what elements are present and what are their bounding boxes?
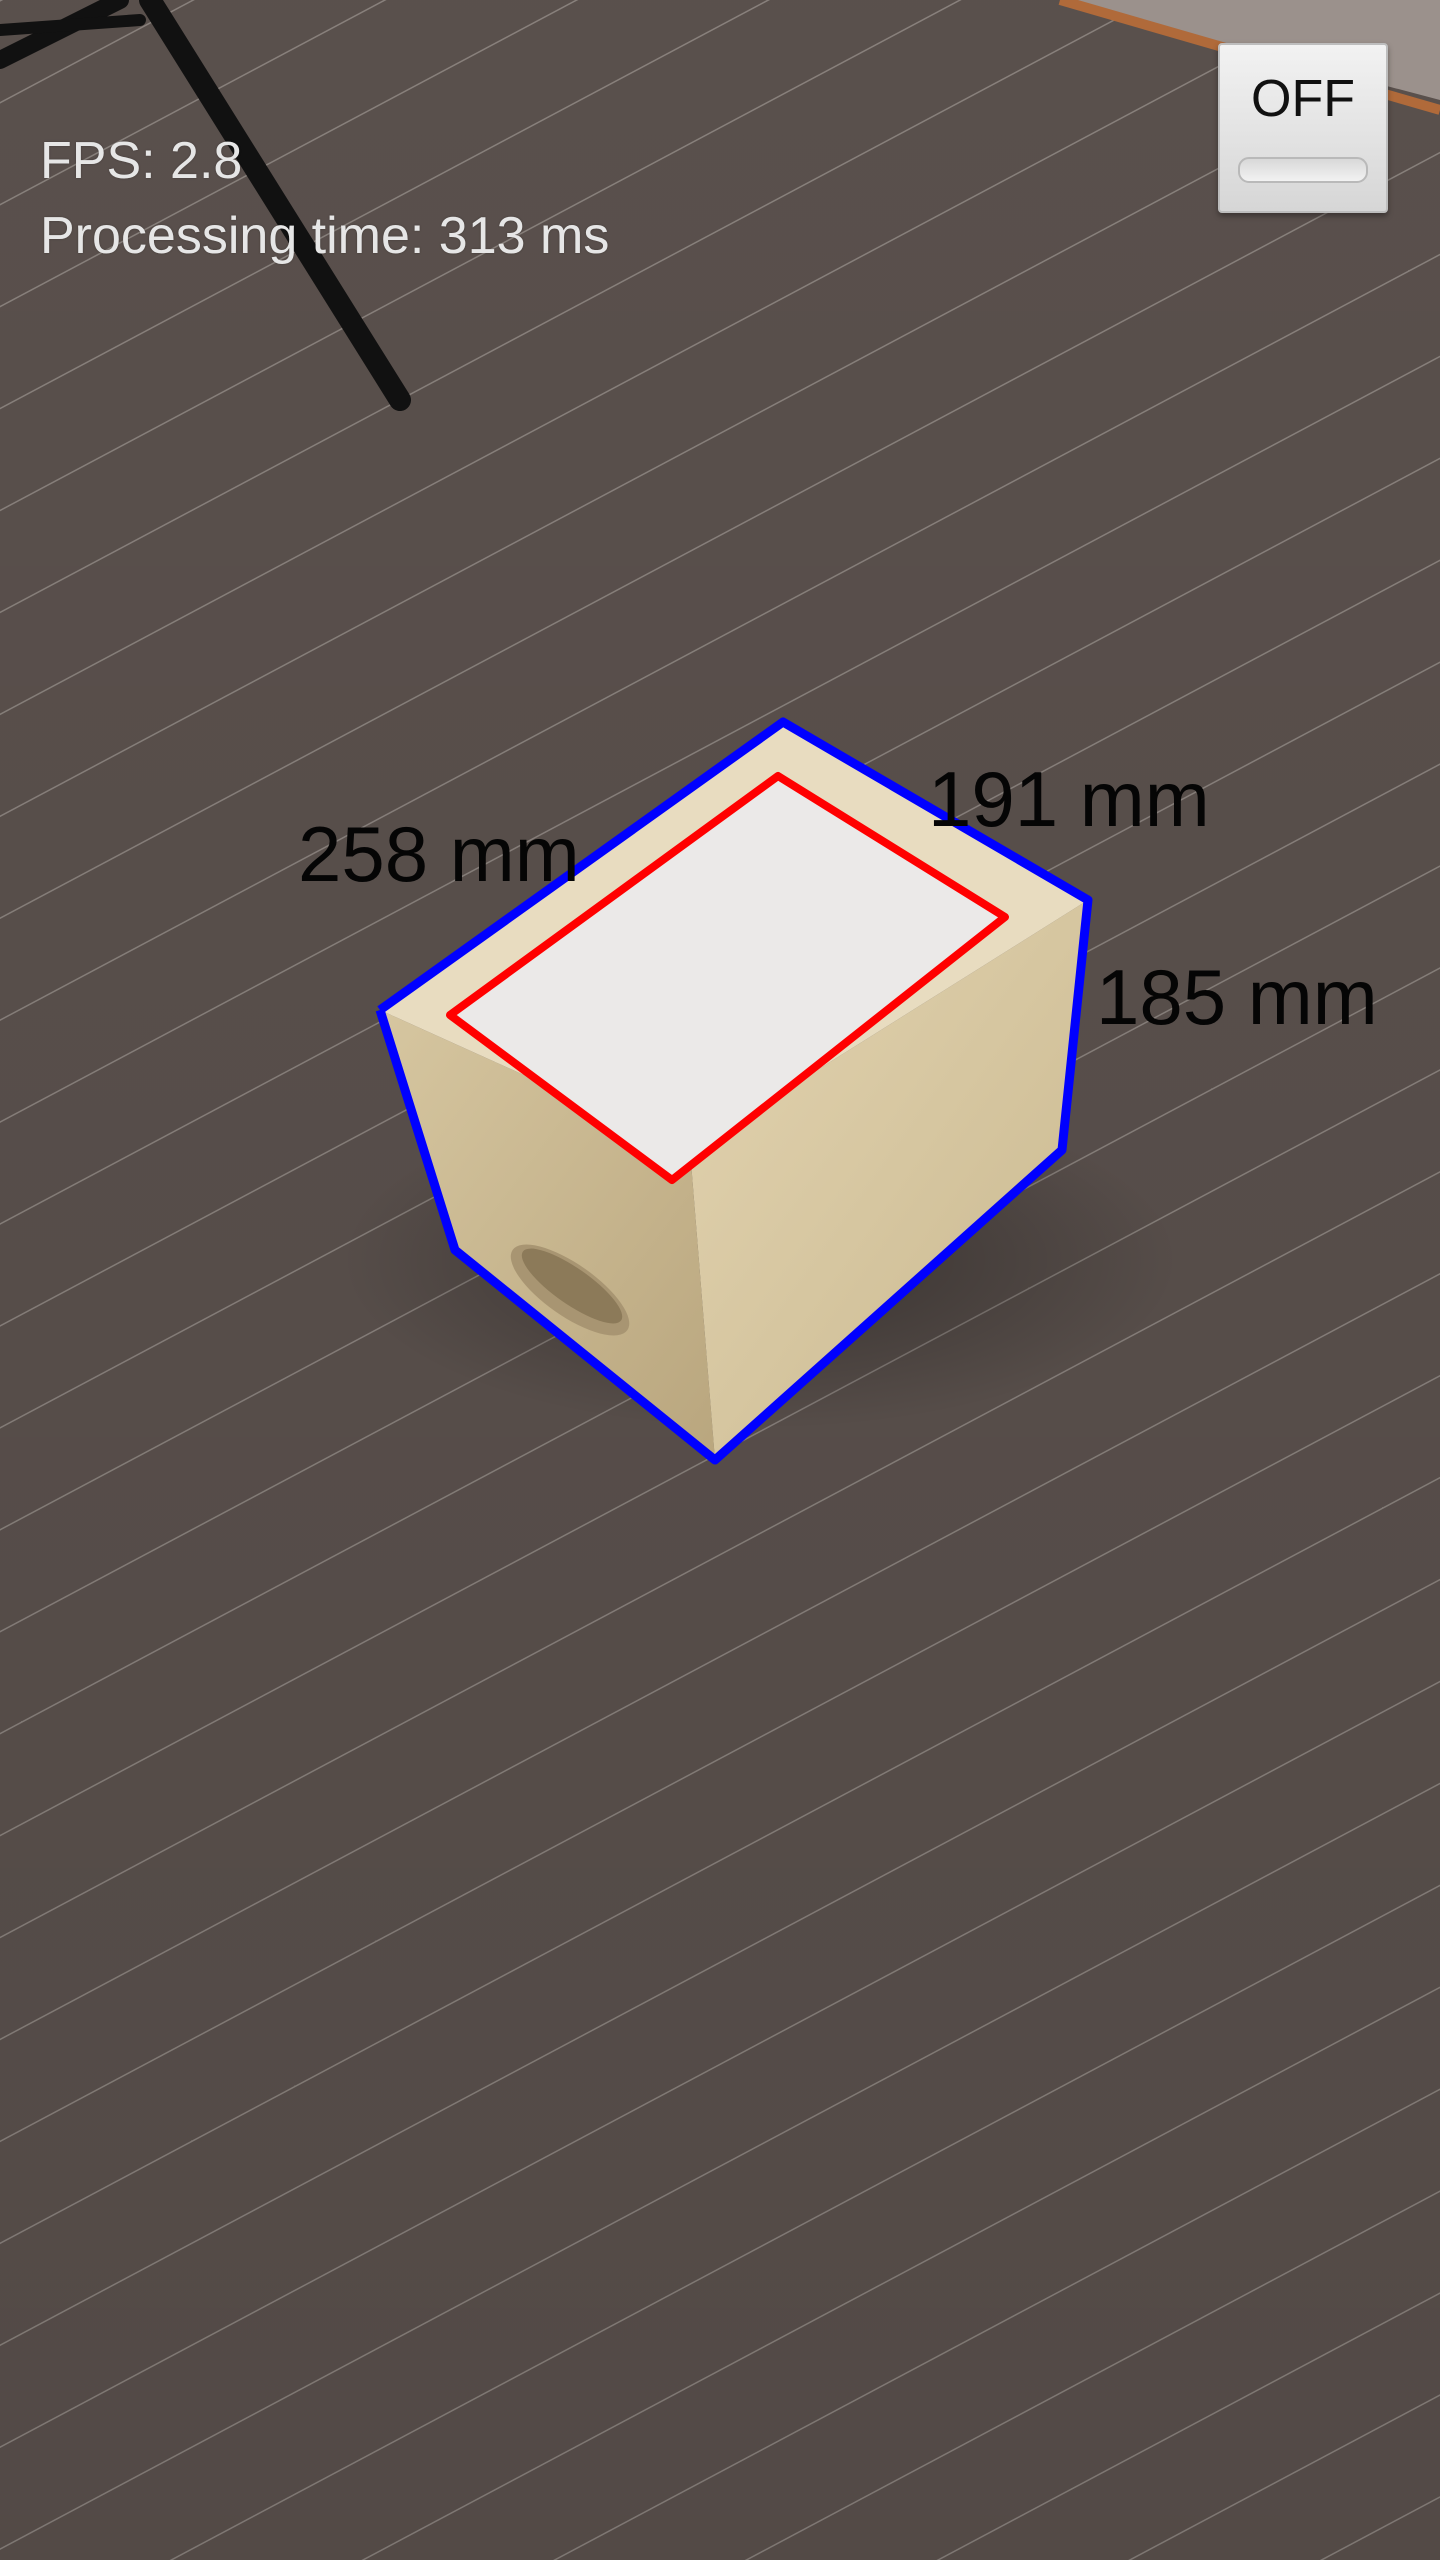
box-outline [375, 717, 1093, 1465]
wooden-box [380, 722, 1088, 1460]
switch-track-icon [1238, 157, 1368, 183]
toggle-label: OFF [1251, 70, 1355, 128]
processing-time-readout: Processing time: 313 ms [40, 207, 610, 265]
paper-sheet [450, 776, 1005, 1180]
tripod-legs [0, 0, 411, 411]
height-measurement-label: 185 mm [1096, 953, 1378, 1041]
length-measurement-label: 258 mm [298, 810, 580, 898]
top-face-outline [446, 772, 1009, 1184]
width-measurement-label: 191 mm [928, 755, 1210, 843]
measurement-toggle-button[interactable]: OFF [1218, 43, 1388, 213]
fps-readout: FPS: 2.8 [40, 132, 243, 190]
